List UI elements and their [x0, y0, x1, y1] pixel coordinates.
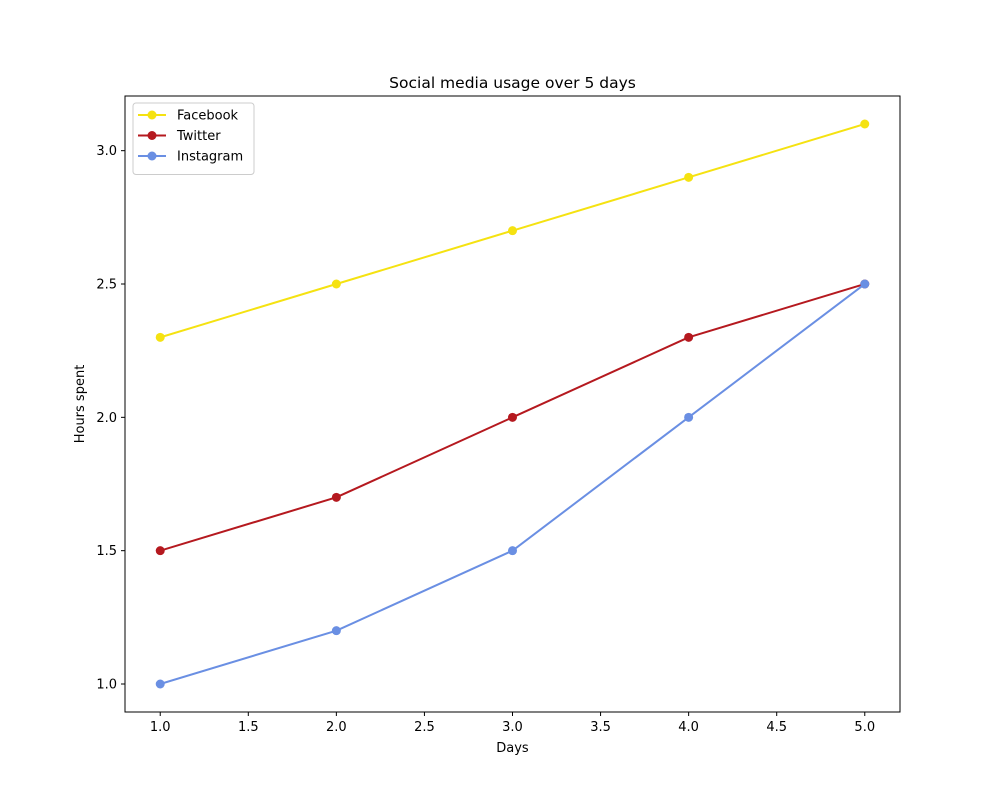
- legend-item-twitter: Twitter: [138, 129, 221, 144]
- data-point-instagram: [155, 679, 165, 689]
- x-tick-label: 5.0: [854, 720, 875, 735]
- data-point-twitter: [331, 492, 341, 502]
- data-point-facebook: [331, 279, 341, 289]
- x-tick-label: 3.5: [590, 720, 611, 735]
- data-point-facebook: [155, 332, 165, 342]
- data-point-facebook: [684, 172, 694, 182]
- x-axis-label: Days: [496, 741, 529, 756]
- legend-marker: [147, 151, 157, 161]
- x-tick-label: 3.0: [502, 720, 523, 735]
- data-point-instagram: [331, 626, 341, 636]
- series-twitter: [155, 279, 870, 556]
- series-facebook: [155, 119, 870, 342]
- data-point-twitter: [684, 332, 694, 342]
- legend-label: Instagram: [177, 150, 243, 165]
- legend-item-instagram: Instagram: [138, 150, 243, 165]
- series-instagram: [155, 279, 870, 689]
- data-point-instagram: [684, 412, 694, 422]
- data-point-instagram: [860, 279, 870, 289]
- x-tick-label: 1.0: [150, 720, 171, 735]
- legend-item-facebook: Facebook: [138, 109, 239, 124]
- x-tick-label: 4.0: [678, 720, 699, 735]
- y-tick-label: 3.0: [96, 144, 117, 159]
- data-point-instagram: [508, 546, 517, 556]
- y-axis-label: Hours spent: [73, 365, 88, 444]
- series-line-instagram: [158, 282, 867, 686]
- x-tick-label: 4.5: [766, 720, 787, 735]
- data-point-twitter: [508, 412, 517, 422]
- chart-title: Social media usage over 5 days: [389, 74, 636, 92]
- y-tick-label: 2.5: [96, 278, 117, 293]
- y-tick-label: 2.0: [96, 411, 117, 426]
- x-tick-label: 2.0: [326, 720, 347, 735]
- legend-marker: [147, 131, 157, 140]
- data-point-facebook: [860, 119, 870, 129]
- legend-marker: [147, 110, 157, 120]
- axes-frame: [124, 95, 901, 713]
- data-point-twitter: [155, 546, 165, 556]
- legend-label: Twitter: [176, 129, 221, 144]
- x-tick-label: 1.5: [238, 720, 259, 735]
- legend-label: Facebook: [177, 109, 239, 124]
- y-axis: 1.0 1.5 2.0 2.5 3.0: [96, 144, 125, 693]
- legend: Facebook Twitter Instagram: [132, 102, 255, 175]
- plot-area: [155, 119, 870, 689]
- y-tick-label: 1.0: [96, 678, 117, 693]
- x-tick-label: 2.5: [414, 720, 435, 735]
- data-point-facebook: [508, 226, 517, 236]
- x-axis: 1.0 1.5 2.0 2.5 3.0 3.5 4.0 4.5 5.0: [150, 712, 875, 735]
- y-tick-label: 1.5: [96, 544, 117, 559]
